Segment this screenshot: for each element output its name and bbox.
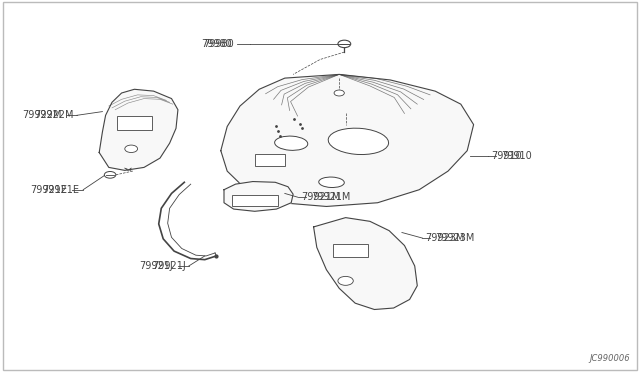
Text: 79980: 79980 xyxy=(201,39,232,49)
Circle shape xyxy=(104,171,116,178)
Polygon shape xyxy=(314,218,417,310)
Text: 79910: 79910 xyxy=(501,151,532,161)
FancyBboxPatch shape xyxy=(333,244,368,257)
Polygon shape xyxy=(221,74,474,206)
Circle shape xyxy=(338,40,351,48)
FancyBboxPatch shape xyxy=(117,116,152,130)
Text: 79922M: 79922M xyxy=(34,110,74,120)
Ellipse shape xyxy=(275,136,308,150)
Circle shape xyxy=(338,276,353,285)
Polygon shape xyxy=(224,182,293,211)
FancyBboxPatch shape xyxy=(255,154,285,166)
Text: 79910: 79910 xyxy=(492,151,522,161)
Text: 79921M: 79921M xyxy=(311,192,351,202)
Text: 79922M: 79922M xyxy=(22,110,62,120)
Text: 79923M: 79923M xyxy=(435,233,475,243)
Circle shape xyxy=(334,90,344,96)
Text: 79921E: 79921E xyxy=(30,185,67,195)
Text: 79921M: 79921M xyxy=(301,192,340,202)
Text: 79921J: 79921J xyxy=(139,261,173,271)
Polygon shape xyxy=(99,89,178,170)
Text: 79923M: 79923M xyxy=(426,233,465,243)
Circle shape xyxy=(125,145,138,153)
Ellipse shape xyxy=(328,128,388,154)
Text: JC990006: JC990006 xyxy=(590,354,630,363)
Text: 79921E: 79921E xyxy=(42,185,79,195)
FancyBboxPatch shape xyxy=(232,195,278,206)
Text: 79921J: 79921J xyxy=(152,261,186,271)
Ellipse shape xyxy=(319,177,344,187)
Text: 79980: 79980 xyxy=(203,39,234,49)
